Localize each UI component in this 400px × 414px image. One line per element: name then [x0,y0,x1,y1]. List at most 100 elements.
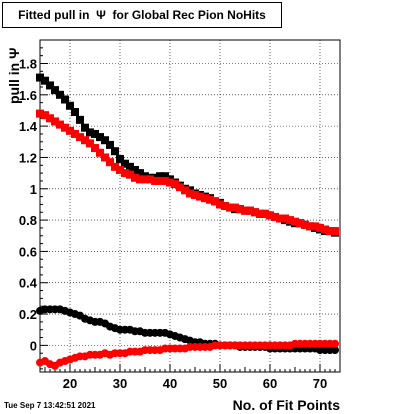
data-point-square [36,109,44,118]
data-point-square [76,133,84,142]
data-point-square [56,120,64,129]
data-point-circle [331,346,339,355]
data-point-square [86,128,94,137]
data-point-square [301,220,309,229]
x-tick-label: 70 [313,376,327,391]
data-point-square [231,203,239,212]
y-tick-label: 0.2 [19,307,37,322]
data-point-square [126,170,134,179]
data-point-square [71,108,79,117]
data-point-square [86,139,94,148]
y-tick-label: 0 [30,338,37,353]
data-point-square [261,209,269,218]
data-point-square [41,76,49,85]
data-point-square [206,195,214,204]
data-point-square [61,123,69,132]
data-point-square [36,73,44,82]
data-point-square [161,172,169,181]
data-point-square [156,176,164,185]
data-point-square [221,202,229,210]
data-point-square [46,114,54,123]
data-point-square [226,203,234,212]
date-stamp: Tue Sep 7 13:42:51 2021 [4,401,96,410]
data-point-square [116,165,124,174]
x-axis-label: No. of Fit Points [232,397,340,413]
data-point-square [321,225,329,234]
data-point-square [216,200,224,209]
data-point-square [316,223,324,232]
data-point-square [141,175,149,184]
data-point-square [96,133,104,142]
data-point-square [96,148,104,157]
x-tick-label: 40 [163,376,177,391]
data-point-square [166,178,174,187]
data-point-square [236,205,244,214]
data-point-square [76,115,84,124]
y-tick-label: 0.8 [19,213,37,228]
data-point-square [271,212,279,221]
y-tick-label: 1.8 [19,56,37,71]
data-point-square [256,209,264,218]
data-point-square [286,216,294,225]
data-point-square [41,111,49,120]
data-point-square [81,136,89,145]
data-point-square [276,214,284,223]
data-point-square [121,169,129,178]
data-point-square [51,86,59,95]
chart-title-box: Fitted pull in Ψ for Global Rec Pion NoH… [2,2,282,28]
data-point-square [101,136,109,145]
data-point-square [111,147,119,156]
data-point-square [291,217,299,226]
data-point-square [156,172,164,181]
data-point-square [146,175,154,184]
data-point-square [136,175,144,184]
data-point-square [186,189,194,198]
data-point-square [151,176,159,185]
data-point-square [106,158,114,167]
y-tick-label: 1.2 [19,150,37,165]
data-point-square [171,180,179,189]
y-axis-label: pull in Ψ [6,47,22,104]
data-point-square [211,197,219,206]
data-point-square [196,192,204,201]
data-point-square [91,129,99,138]
data-point-square [131,173,139,182]
data-point-square [51,117,59,126]
data-point-square [116,155,124,164]
axis-ticks: 20 30 40 50 60 70 0 0.2 0.4 0.6 0.8 1 1.2 1.4 1.6 1.8 [19,47,341,391]
data-point-square [46,81,54,90]
data-point-square [176,183,184,192]
data-point-square [251,208,259,217]
data-point-square [66,101,74,110]
data-point-square [81,123,89,132]
y-tick-label: 1 [30,182,37,197]
data-point-square [191,191,199,200]
data-point-square [296,219,304,228]
x-tick-label: 60 [263,376,277,391]
data-point-square [326,227,334,236]
data-point-square [106,140,114,149]
data-point-square [111,162,119,171]
data-point-square [246,206,254,215]
y-tick-label: 1.4 [19,119,38,134]
x-tick-label: 20 [63,376,77,391]
data-point-square [61,95,69,104]
data-point-square [201,194,209,203]
data-point-circle [331,339,339,348]
data-point-square [101,153,109,162]
data-point-square [281,214,289,223]
chart-title: Fitted pull in Ψ for Global Rec Pion NoH… [18,8,266,22]
data-point-square [241,206,249,215]
data-point-square [71,129,79,138]
data-point-square [91,144,99,153]
data-point-square [161,176,169,185]
data-point-square [121,159,129,168]
y-tick-label: 0.4 [19,276,38,291]
data-points [36,73,339,370]
data-point-square [306,222,314,231]
y-tick-label: 0.6 [19,244,37,259]
data-point-square [136,169,144,178]
data-point-square [66,126,74,135]
data-point-square [331,227,339,236]
